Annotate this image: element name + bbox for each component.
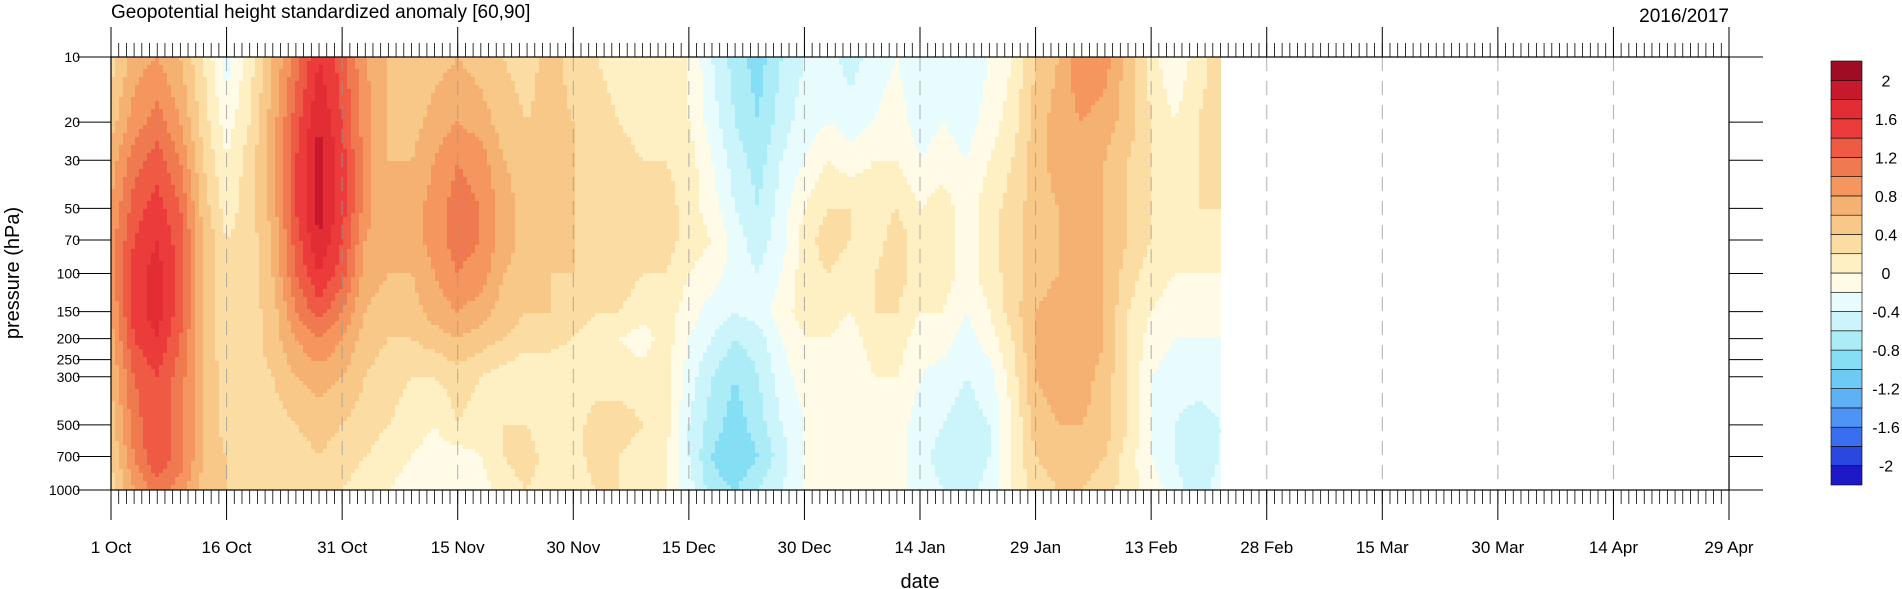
colorbar-swatch [1831, 446, 1862, 465]
x-tick-label: 14 Apr [1589, 538, 1638, 557]
colorbar: 2 1.6 1.2 0.8 0.4 0 -0.4 -0.8 -1.2 -1.6 -2 [1831, 61, 1900, 485]
chart-title: Geopotential height standardized anomaly… [111, 2, 530, 23]
colorbar-swatch [1831, 177, 1862, 196]
colorbar-swatch [1831, 331, 1862, 350]
y-tick-label: 200 [57, 331, 81, 347]
colorbar-swatch [1831, 196, 1862, 215]
y-tick-label: 100 [57, 266, 81, 282]
colorbar-swatch [1831, 408, 1862, 427]
y-tick-label: 10 [64, 49, 80, 65]
colorbar-swatch [1831, 80, 1862, 99]
x-tick-label: 13 Feb [1125, 538, 1178, 557]
x-tick-label: 30 Dec [777, 538, 831, 557]
x-tick-label: 30 Mar [1471, 538, 1524, 557]
y-tick-label: 50 [64, 200, 80, 216]
colorbar-swatch [1831, 234, 1862, 253]
colorbar-label: -1.2 [1872, 382, 1900, 399]
y-tick-label: 1000 [49, 482, 80, 498]
season-label: 2016/2017 [1639, 6, 1729, 27]
colorbar-label: 0.8 [1875, 189, 1897, 206]
colorbar-swatch [1831, 466, 1862, 485]
colorbar-swatch [1831, 100, 1862, 119]
colorbar-swatch [1831, 61, 1862, 80]
anomaly-chart: Geopotential height standardized anomaly… [0, 0, 1902, 589]
colorbar-swatch [1831, 215, 1862, 234]
colorbar-swatch [1831, 389, 1862, 408]
colorbar-label: 1.2 [1875, 150, 1897, 167]
colorbar-label: 1.6 [1875, 112, 1897, 129]
x-tick-label: 29 Jan [1010, 538, 1061, 557]
x-axis-label: date [901, 571, 940, 589]
colorbar-swatch [1831, 157, 1862, 176]
x-tick-label: 16 Oct [202, 538, 252, 557]
colorbar-label: -2 [1879, 459, 1893, 476]
y-tick-label: 700 [57, 448, 81, 464]
y-tick-label: 150 [57, 304, 81, 320]
y-tick-label: 20 [64, 114, 80, 130]
x-tick-label: 14 Jan [894, 538, 945, 557]
y-axis-label: pressure (hPa) [2, 207, 24, 339]
colorbar-label: -0.4 [1872, 305, 1900, 322]
colorbar-label: 0 [1882, 266, 1891, 283]
colorbar-swatch [1831, 312, 1862, 331]
y-tick-label: 500 [57, 417, 81, 433]
anomaly-contour-field [111, 57, 1221, 494]
colorbar-swatch [1831, 292, 1862, 311]
colorbar-swatch [1831, 254, 1862, 273]
colorbar-swatch [1831, 273, 1862, 292]
x-tick-label: 1 Oct [91, 538, 132, 557]
x-tick-label: 31 Oct [317, 538, 367, 557]
x-tick-label: 15 Nov [431, 538, 485, 557]
colorbar-label: 2 [1882, 73, 1891, 90]
colorbar-swatch [1831, 369, 1862, 388]
y-tick-label: 30 [64, 152, 80, 168]
colorbar-swatch [1831, 350, 1862, 369]
y-tick-label: 300 [57, 369, 81, 385]
y-tick-label: 70 [64, 232, 80, 248]
y-tick-label: 250 [57, 352, 81, 368]
colorbar-swatch [1831, 427, 1862, 446]
x-tick-label: 15 Mar [1356, 538, 1409, 557]
x-tick-label: 15 Dec [662, 538, 716, 557]
colorbar-swatch [1831, 119, 1862, 138]
colorbar-label: 0.4 [1875, 227, 1897, 244]
x-tick-label: 29 Apr [1704, 538, 1753, 557]
x-tick-label: 30 Nov [546, 538, 600, 557]
colorbar-swatch [1831, 138, 1862, 157]
x-tick-label: 28 Feb [1240, 538, 1293, 557]
colorbar-label: -1.6 [1872, 420, 1900, 437]
colorbar-label: -0.8 [1872, 343, 1900, 360]
